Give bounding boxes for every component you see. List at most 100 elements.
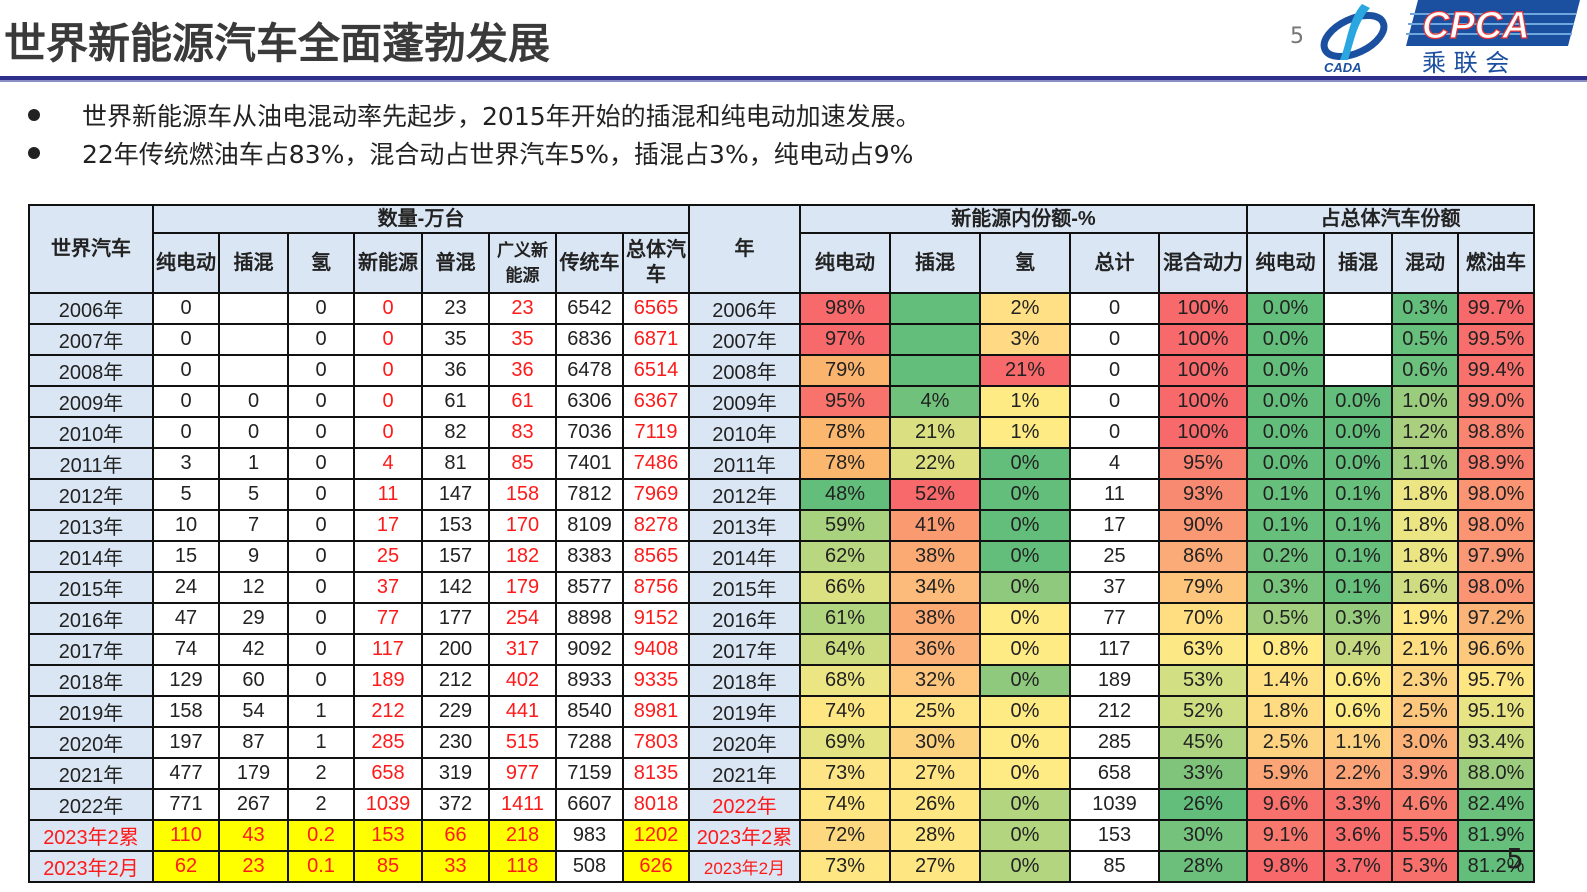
nev-share-cell: 30% <box>1158 819 1248 852</box>
qty-cell: 158 <box>488 478 557 511</box>
qty-cell: 8898 <box>555 602 624 635</box>
total-share-cell: 0.0% <box>1323 385 1393 418</box>
nev-share-cell: 0% <box>979 695 1071 728</box>
total-share-cell: 99.5% <box>1457 323 1535 356</box>
total-share-cell: 0.0% <box>1246 416 1325 449</box>
nev-share-cell: 0 <box>1069 292 1160 325</box>
qty-cell: 7486 <box>622 447 690 480</box>
table-row: 2011年 3 1 0 4 81 85 7401 7486 2011年 78% 22% 0% 4 95% 0.… <box>28 447 1535 480</box>
total-share-cell: 0.6% <box>1323 664 1393 697</box>
qty-cell: 83 <box>488 416 557 449</box>
qty-cell: 6836 <box>555 323 624 356</box>
row-label: 2015年 <box>28 571 154 604</box>
row-label: 2010年 <box>28 416 154 449</box>
svg-text:乘 联 会: 乘 联 会 <box>1422 49 1509 76</box>
nev-share-cell: 66% <box>799 571 891 604</box>
row-label: 2018年 <box>28 664 154 697</box>
nev-share-cell: 97% <box>799 323 891 356</box>
total-share-cell: 9.1% <box>1246 819 1325 852</box>
nev-share-cell: 48% <box>799 478 891 511</box>
year-cell: 2009年 <box>688 385 801 418</box>
qty-cell: 110 <box>152 819 220 852</box>
qty-cell: 8018 <box>622 788 690 821</box>
nev-share-cell: 11 <box>1069 478 1160 511</box>
col-header-qty-1: 插混 <box>218 232 289 294</box>
qty-cell: 1411 <box>488 788 557 821</box>
total-share-cell: 0.6% <box>1323 695 1393 728</box>
nev-share-cell: 68% <box>799 664 891 697</box>
total-share-cell: 0.0% <box>1246 323 1325 356</box>
table-row: 2006年 0 0 0 23 23 6542 6565 2006年 98% 2% 0 100% 0.0% 0… <box>28 292 1535 325</box>
qty-cell: 7803 <box>622 726 690 759</box>
qty-cell: 153 <box>421 509 490 542</box>
qty-cell: 658 <box>353 757 423 790</box>
total-share-cell: 1.0% <box>1391 385 1459 418</box>
qty-cell: 61 <box>488 385 557 418</box>
nev-share-cell: 0% <box>979 509 1071 542</box>
qty-cell: 0 <box>287 323 355 356</box>
qty-cell: 35 <box>421 323 490 356</box>
qty-cell: 189 <box>353 664 423 697</box>
qty-cell: 9335 <box>622 664 690 697</box>
total-share-cell: 1.4% <box>1246 664 1325 697</box>
table-row: 2022年 771 267 2 1039 372 1411 6607 8018 2022年 74% 2… <box>28 788 1535 821</box>
qty-cell: 36 <box>421 354 490 387</box>
qty-cell: 6367 <box>622 385 690 418</box>
qty-cell <box>218 292 289 325</box>
qty-cell: 0 <box>287 602 355 635</box>
nev-share-cell: 0% <box>979 757 1071 790</box>
qty-cell: 5 <box>218 478 289 511</box>
nev-share-cell: 0% <box>979 602 1071 635</box>
total-share-cell: 0.1% <box>1323 540 1393 573</box>
qty-cell: 87 <box>218 726 289 759</box>
year-cell: 2007年 <box>688 323 801 356</box>
group-header-quantity: 数量-万台 <box>152 204 690 234</box>
nev-share-cell: 0% <box>979 447 1071 480</box>
nev-share-cell: 153 <box>1069 819 1160 852</box>
nev-share-cell <box>889 354 981 387</box>
qty-cell: 1202 <box>622 819 690 852</box>
qty-cell: 0 <box>287 292 355 325</box>
total-share-cell: 0.0% <box>1246 292 1325 325</box>
nev-share-cell: 33% <box>1158 757 1248 790</box>
nev-share-cell: 62% <box>799 540 891 573</box>
qty-cell: 9092 <box>555 633 624 666</box>
qty-cell: 29 <box>218 602 289 635</box>
qty-cell: 2 <box>287 757 355 790</box>
year-cell: 2017年 <box>688 633 801 666</box>
total-share-cell: 0.1% <box>1246 509 1325 542</box>
total-share-cell: 98.0% <box>1457 509 1535 542</box>
table-row: 2015年 24 12 0 37 142 179 8577 8756 2015年 66% 34% 0% 3… <box>28 571 1535 604</box>
qty-cell: 0 <box>218 416 289 449</box>
qty-cell: 85 <box>353 850 423 883</box>
qty-cell: 218 <box>488 819 557 852</box>
qty-cell: 0 <box>287 447 355 480</box>
total-share-cell: 2.1% <box>1391 633 1459 666</box>
qty-cell: 147 <box>421 478 490 511</box>
year-cell: 2015年 <box>688 571 801 604</box>
qty-cell: 153 <box>353 819 423 852</box>
row-label: 2008年 <box>28 354 154 387</box>
qty-cell: 66 <box>421 819 490 852</box>
row-label: 2006年 <box>28 292 154 325</box>
nev-share-cell: 100% <box>1158 385 1248 418</box>
qty-cell: 74 <box>152 633 220 666</box>
total-share-cell: 0.0% <box>1246 354 1325 387</box>
total-share-cell: 2.3% <box>1391 664 1459 697</box>
qty-cell: 5 <box>152 478 220 511</box>
bullet-item: 世界新能源车从油电混动率先起步，2015年开始的插混和纯电动加速发展。 <box>22 96 921 134</box>
qty-cell <box>218 323 289 356</box>
row-label: 2007年 <box>28 323 154 356</box>
qty-cell: 7969 <box>622 478 690 511</box>
table-row: 2009年 0 0 0 0 61 61 6306 6367 2009年 95% 4% 1% 0 100% 0.… <box>28 385 1535 418</box>
total-share-cell: 5.9% <box>1246 757 1325 790</box>
nev-share-cell: 189 <box>1069 664 1160 697</box>
nev-share-cell: 86% <box>1158 540 1248 573</box>
nev-share-cell: 78% <box>799 447 891 480</box>
qty-cell: 983 <box>555 819 624 852</box>
qty-cell: 47 <box>152 602 220 635</box>
nev-share-cell: 45% <box>1158 726 1248 759</box>
nev-share-cell: 1% <box>979 385 1071 418</box>
qty-cell: 7401 <box>555 447 624 480</box>
row-label: 2017年 <box>28 633 154 666</box>
